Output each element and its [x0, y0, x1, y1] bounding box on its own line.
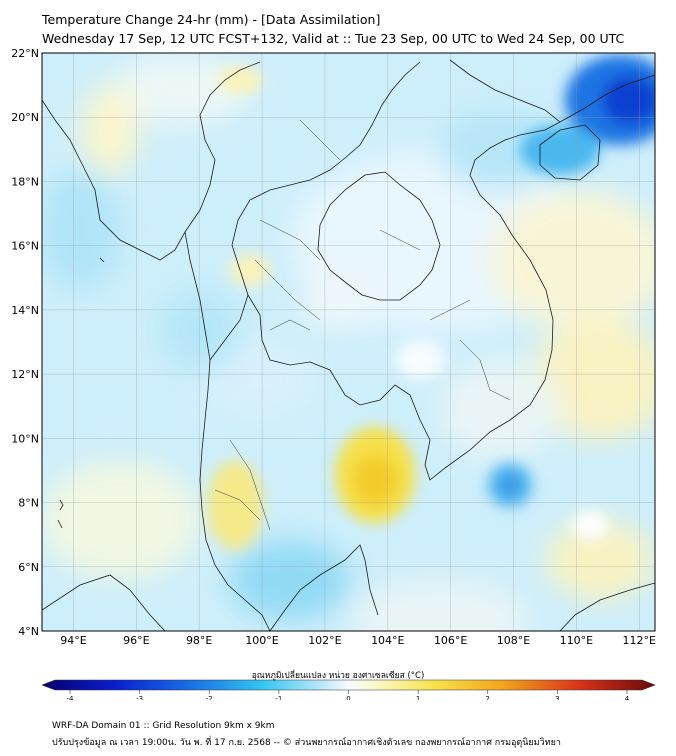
- lon-tick-label: 96°E: [123, 634, 149, 647]
- lon-tick-label: 108°E: [497, 634, 530, 647]
- colorbar-tick-label: -3: [136, 695, 143, 700]
- colorbar: -4 -3 -2 -1 0 1 2 3 4: [41, 679, 656, 700]
- colorbar-tick-label: -1: [275, 695, 282, 700]
- lon-tick-label: 100°E: [245, 634, 278, 647]
- footer-grid-info: WRF-DA Domain 01 :: Grid Resolution 9km …: [52, 721, 275, 731]
- colorbar-tick-label: 1: [416, 695, 420, 700]
- lat-tick-label: 20°N: [11, 111, 39, 124]
- colorbar-label: อุณหภูมิเปลี่ยนแปลง หน่วย องศาเซลเซียส (…: [251, 671, 425, 681]
- latitude-labels: 22°N 20°N 18°N 16°N 14°N 12°N 10°N 8°N 6°N 4°N: [11, 47, 39, 638]
- lat-tick-label: 16°N: [11, 240, 39, 253]
- lon-tick-label: 98°E: [186, 634, 212, 647]
- lat-tick-label: 12°N: [11, 368, 39, 381]
- longitude-labels: 94°E 96°E 98°E 100°E 102°E 104°E 106°E 108°E 110…: [60, 634, 656, 647]
- colorbar-ticks: -4 -3 -2 -1 0 1 2 3 4: [67, 690, 630, 700]
- lat-tick-label: 8°N: [18, 497, 39, 510]
- lon-tick-label: 106°E: [434, 634, 467, 647]
- lat-tick-label: 22°N: [11, 47, 39, 60]
- lon-tick-label: 104°E: [371, 634, 404, 647]
- lon-tick-label: 112°E: [623, 634, 656, 647]
- lat-tick-label: 10°N: [11, 432, 39, 445]
- lat-tick-label: 4°N: [18, 625, 39, 638]
- colorbar-tick-label: -4: [67, 695, 75, 700]
- map-subtitle: Wednesday 17 Sep, 12 UTC FCST+132, Valid…: [42, 31, 625, 46]
- colorbar-tick-label: 4: [625, 695, 630, 700]
- lon-tick-label: 110°E: [560, 634, 593, 647]
- plot-frame: [41, 52, 656, 632]
- map-title: Temperature Change 24-hr (mm) - [Data As…: [42, 12, 381, 27]
- lon-tick-label: 94°E: [60, 634, 86, 647]
- coastlines-and-borders: [42, 59, 655, 631]
- colorbar-tick-label: -2: [206, 695, 213, 700]
- lon-tick-label: 102°E: [308, 634, 341, 647]
- lat-tick-label: 6°N: [18, 561, 39, 574]
- lat-tick-label: 18°N: [11, 175, 39, 188]
- colorbar-tick-label: 3: [555, 695, 559, 700]
- temperature-field: [42, 53, 655, 631]
- colorbar-tick-label: 0: [346, 695, 350, 700]
- map-figure: 22°N 20°N 18°N 16°N 14°N 12°N 10°N 8°N 6°N 4°N 94…: [11, 47, 656, 700]
- colorbar-tick-label: 2: [486, 695, 490, 700]
- footer-credit: ปรับปรุงข้อมูล ณ เวลา 19:00น. วัน พ. ที่…: [52, 738, 561, 748]
- lat-tick-label: 14°N: [11, 304, 39, 317]
